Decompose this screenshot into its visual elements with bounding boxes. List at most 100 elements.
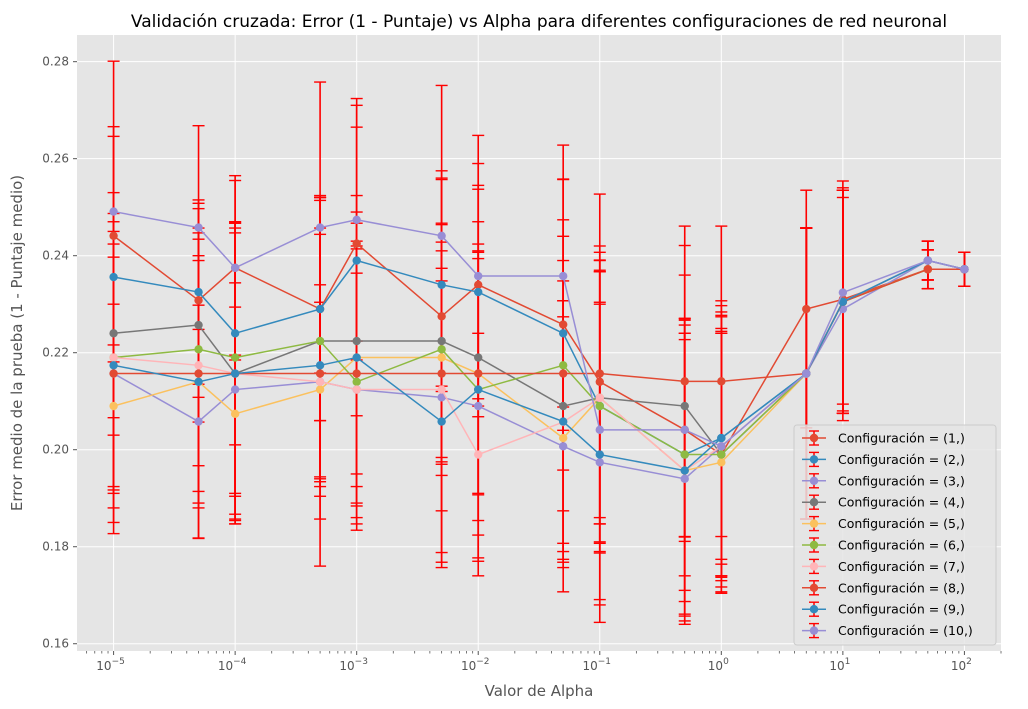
data-point (558, 361, 568, 370)
legend-marker (809, 540, 819, 550)
data-point (595, 377, 604, 387)
data-point (474, 369, 483, 378)
y-tick-label: 0.24 (42, 249, 69, 263)
data-point (558, 433, 568, 443)
data-point (437, 336, 446, 346)
legend-marker (809, 476, 819, 485)
data-point (194, 369, 203, 378)
data-point (474, 385, 483, 394)
data-point (838, 297, 848, 306)
data-point (437, 393, 446, 402)
data-point (558, 329, 568, 338)
data-point (595, 450, 604, 459)
x-axis-ticks: 10−5 10−4 10−3 10−2 10−1 100 101 102 (86, 651, 1002, 673)
data-point (717, 433, 726, 443)
data-point (474, 271, 483, 281)
data-point (437, 385, 446, 394)
y-tick-label: 0.22 (42, 346, 69, 360)
data-point (923, 256, 933, 265)
y-tick-label: 0.16 (42, 637, 69, 651)
data-point (437, 312, 446, 321)
data-point (315, 336, 325, 346)
data-point (352, 336, 361, 346)
series-lines (109, 207, 969, 484)
chart-title: Validación cruzada: Error (1 - Puntaje) … (131, 12, 947, 32)
data-point (558, 369, 568, 378)
data-point (474, 287, 483, 297)
data-point (558, 442, 568, 451)
legend-marker (809, 455, 819, 464)
x-tick-label: 10−3 (339, 657, 368, 673)
data-point (315, 304, 325, 314)
y-tick-label: 0.26 (42, 152, 69, 166)
y-tick-label: 0.20 (42, 443, 69, 457)
data-point (194, 320, 203, 330)
y-tick-label: 0.18 (42, 540, 69, 554)
data-point (680, 450, 689, 459)
legend-box (793, 424, 997, 646)
data-point (352, 377, 361, 387)
data-point (109, 401, 118, 411)
legend-label: Configuración = (2,) (838, 452, 965, 467)
data-point (109, 369, 118, 378)
data-point (437, 353, 446, 362)
data-point (352, 385, 361, 394)
data-point (558, 320, 568, 329)
data-point (717, 458, 726, 467)
data-point (717, 450, 726, 459)
data-point (595, 425, 604, 435)
data-point (230, 409, 240, 419)
legend-marker (809, 519, 819, 528)
data-point (230, 353, 240, 362)
data-point (595, 401, 604, 411)
data-point (558, 271, 568, 281)
legend-label: Configuración = (4,) (838, 495, 965, 510)
data-point (230, 385, 240, 394)
data-point (558, 417, 568, 426)
data-point (194, 345, 203, 354)
x-tick-label: 10−2 (461, 657, 490, 673)
data-point (194, 296, 203, 305)
y-axis-ticks: 0.16 0.18 0.20 0.22 0.24 0.26 0.28 (42, 55, 77, 651)
data-point (109, 361, 118, 370)
data-point (352, 353, 361, 362)
data-point (680, 377, 689, 386)
data-point (717, 377, 726, 386)
data-point (558, 401, 568, 411)
legend-marker (809, 626, 819, 635)
x-tick-label: 10−5 (96, 657, 125, 673)
legend-label: Configuración = (10,) (838, 623, 973, 638)
x-tick-label: 100 (708, 657, 729, 673)
data-point (230, 329, 240, 338)
legend-marker (809, 583, 819, 592)
legend-marker (809, 498, 819, 507)
x-tick-label: 10−1 (582, 657, 611, 673)
data-point (474, 280, 483, 289)
data-point (437, 369, 446, 378)
data-point (315, 369, 325, 378)
data-point (109, 231, 118, 241)
data-point (315, 223, 325, 232)
data-point (680, 474, 689, 484)
data-point (474, 401, 483, 411)
legend-label: Configuración = (1,) (838, 431, 965, 446)
data-point (194, 361, 203, 370)
data-point (802, 304, 811, 314)
data-point (838, 288, 848, 297)
data-point (230, 263, 240, 273)
data-point (437, 231, 446, 241)
data-point (352, 239, 361, 248)
data-point (960, 265, 969, 274)
legend-label: Configuración = (6,) (838, 538, 965, 553)
data-point (802, 369, 811, 378)
data-point (352, 215, 361, 224)
data-point (923, 265, 933, 274)
legend-marker (809, 605, 819, 614)
data-point (595, 369, 604, 378)
x-tick-label: 10−4 (218, 657, 247, 673)
data-point (109, 272, 118, 282)
data-point (437, 345, 446, 354)
data-point (437, 280, 446, 289)
data-point (352, 256, 361, 265)
legend: Configuración = (1,) Configuración = (2,)… (793, 424, 997, 646)
